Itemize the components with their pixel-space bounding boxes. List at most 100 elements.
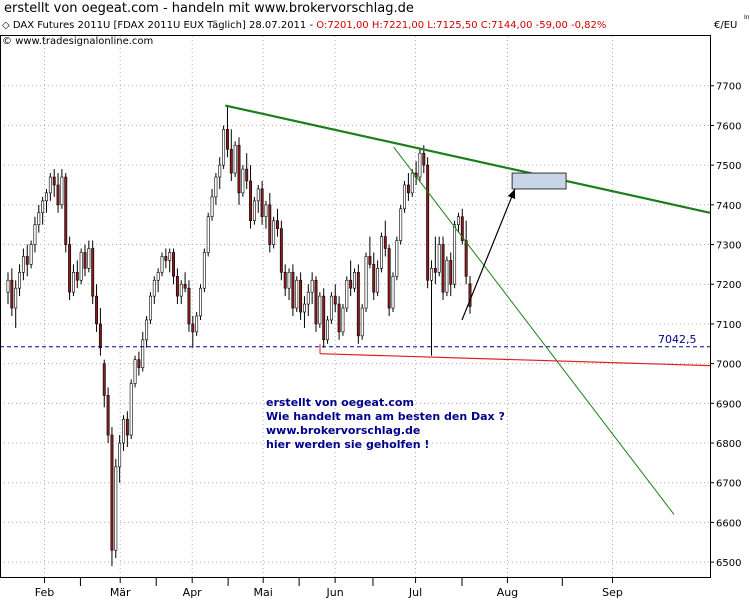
y-tick-label: 6800 bbox=[716, 439, 741, 450]
candle-body bbox=[10, 279, 14, 309]
candle-body bbox=[98, 323, 102, 349]
candles bbox=[6, 105, 472, 567]
chart-header-line: ◇ DAX Futures 2011U [FDAX 2011U EUX Tägl… bbox=[2, 20, 606, 31]
candle-body bbox=[264, 204, 268, 218]
candle-body bbox=[33, 224, 37, 245]
source-line: © www.tradesignalonline.com bbox=[2, 36, 153, 47]
candle-body bbox=[241, 168, 245, 194]
candle-body bbox=[260, 188, 264, 218]
candle-body bbox=[129, 383, 133, 436]
candle-body bbox=[268, 204, 272, 245]
x-tick-label: Mai bbox=[254, 586, 273, 599]
candle-body bbox=[233, 144, 237, 174]
candle-body bbox=[52, 176, 56, 186]
candle-body bbox=[191, 323, 195, 333]
candle-body bbox=[206, 216, 210, 253]
candle-body bbox=[279, 228, 283, 273]
candle-body bbox=[456, 216, 460, 225]
candle-body bbox=[79, 252, 83, 281]
candle-body bbox=[441, 244, 445, 293]
candle-body bbox=[326, 319, 330, 341]
candle-body bbox=[295, 279, 299, 309]
candle-body bbox=[102, 363, 106, 396]
candle-body bbox=[14, 287, 18, 309]
candle-body bbox=[391, 275, 395, 309]
copyright-icon: © bbox=[2, 36, 12, 47]
candle-body bbox=[287, 272, 291, 289]
candle-body bbox=[430, 268, 433, 281]
candle-body bbox=[160, 256, 164, 273]
y-tick-label: 7600 bbox=[716, 121, 741, 132]
y-tick-label: 7300 bbox=[716, 241, 741, 252]
candle-body bbox=[399, 208, 403, 241]
candle-body bbox=[418, 152, 422, 178]
candle-body bbox=[218, 164, 222, 178]
y-tick-label: 7500 bbox=[716, 161, 741, 172]
window-title: erstellt von oegeat.com - handeln mit ww… bbox=[4, 1, 414, 16]
candle-body bbox=[468, 283, 472, 307]
x-tick-label: Apr bbox=[183, 586, 203, 599]
annotation-line: www.brokervorschlag.de bbox=[266, 424, 421, 437]
candle-body bbox=[256, 188, 260, 202]
candle-body bbox=[168, 252, 172, 261]
candle-body bbox=[368, 256, 372, 265]
candle-body bbox=[237, 144, 241, 194]
arrow-head bbox=[507, 188, 516, 199]
candle-body bbox=[341, 307, 345, 333]
plot-frame bbox=[0, 35, 711, 578]
y-tick-label: 7400 bbox=[716, 201, 741, 212]
axes: 7700 7600 7500 7400 7300 7200 7100 7000 6900 6800… bbox=[0, 35, 741, 599]
candle-body bbox=[187, 287, 191, 325]
candle-body bbox=[71, 272, 75, 293]
candle-body bbox=[333, 295, 337, 305]
annotation-line: hier werden sie geholfen ! bbox=[266, 438, 430, 451]
candle-body bbox=[395, 240, 399, 277]
candle-body bbox=[453, 224, 457, 285]
candle-body bbox=[318, 295, 322, 325]
y-tick-label: 7100 bbox=[716, 320, 741, 331]
candle-body bbox=[291, 272, 295, 309]
candle-body bbox=[68, 244, 72, 293]
candle-body bbox=[118, 442, 122, 468]
trend-line-support bbox=[319, 353, 711, 367]
candle-body bbox=[376, 268, 380, 293]
grid bbox=[0, 36, 710, 578]
candle-body bbox=[464, 240, 468, 277]
axis-unit-label: €/EU bbox=[714, 20, 738, 31]
candle-body bbox=[306, 291, 310, 305]
candle-body bbox=[445, 260, 449, 293]
candle-body bbox=[283, 272, 287, 289]
candle-body bbox=[433, 268, 437, 273]
target-zone-box bbox=[511, 172, 567, 190]
candle-body bbox=[195, 315, 199, 333]
indicator-tiny-label: In bbox=[744, 14, 750, 21]
candle-body bbox=[222, 129, 226, 166]
candle-body bbox=[122, 418, 125, 444]
x-tick-label: Sep bbox=[602, 586, 623, 599]
candle-body bbox=[202, 252, 206, 289]
candle-body bbox=[403, 184, 407, 210]
candle-body bbox=[353, 272, 356, 289]
candle-body bbox=[21, 256, 25, 273]
candle-body bbox=[83, 252, 87, 269]
candle-body bbox=[310, 279, 314, 293]
y-tick-label: 7000 bbox=[716, 360, 741, 371]
candle-body bbox=[252, 200, 256, 222]
candle-body bbox=[48, 176, 52, 194]
candle-body bbox=[364, 256, 368, 309]
candle-body bbox=[29, 244, 33, 265]
candle-body bbox=[45, 192, 48, 202]
level-label: 7042,5 bbox=[658, 332, 697, 346]
candle-body bbox=[133, 359, 137, 384]
trend-line-downtrend-upper bbox=[225, 104, 711, 214]
candle-body bbox=[422, 152, 426, 166]
candle-body bbox=[25, 256, 29, 265]
candle-body bbox=[276, 220, 279, 229]
candle-body bbox=[114, 466, 118, 551]
annotation-text: erstellt von oegeat.com Wie handelt man … bbox=[266, 396, 505, 452]
x-tick-label: Aug bbox=[497, 586, 518, 599]
y-tick-label: 6700 bbox=[716, 479, 741, 490]
candle-body bbox=[75, 272, 79, 281]
candle-body bbox=[41, 200, 45, 214]
